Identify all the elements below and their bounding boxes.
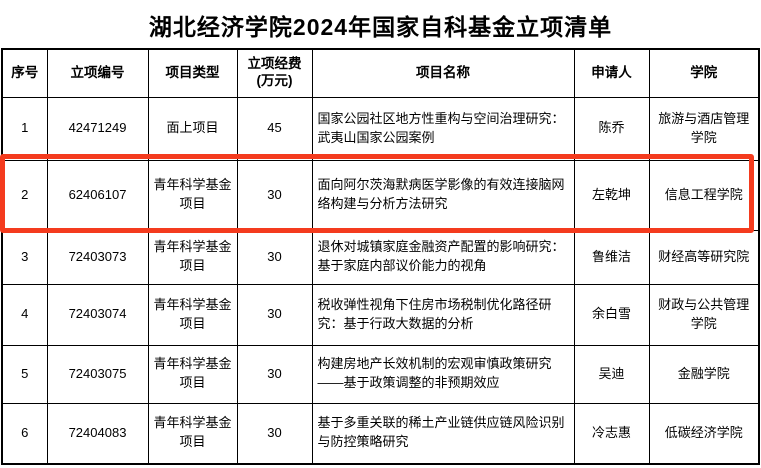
column-header-college: 学院 — [648, 48, 760, 98]
grant-table: 序号 立项编号 项目类型 立项经费 (万元) 项目名称 申请人 学院 1 4247… — [1, 48, 760, 465]
cell-grant-no: 72404083 — [46, 402, 149, 465]
cell-budget: 30 — [236, 344, 313, 404]
cell-grant-no: 72403074 — [46, 283, 149, 346]
budget-header-line1: 立项经费 — [247, 56, 302, 72]
column-header-name: 项目名称 — [311, 48, 575, 98]
cell-project-name: 退休对城镇家庭金融资产配置的影响研究：基于家庭内部议价能力的视角 — [311, 229, 575, 285]
table-row: 5 72403075 青年科学基金项目 30 构建房地产长效机制的宏观审慎政策研… — [1, 344, 760, 404]
cell-grant-no: 62406107 — [46, 159, 149, 231]
cell-college: 低碳经济学院 — [648, 402, 760, 465]
cell-type: 青年科学基金项目 — [147, 344, 238, 404]
column-header-applicant: 申请人 — [573, 48, 650, 98]
cell-no: 3 — [1, 229, 48, 285]
cell-grant-no: 72403073 — [46, 229, 149, 285]
table-row: 4 72403074 青年科学基金项目 30 税收弹性视角下住房市场税制优化路径… — [1, 283, 760, 346]
cell-project-name: 构建房地产长效机制的宏观审慎政策研究 ——基于政策调整的非预期效应 — [311, 344, 575, 404]
cell-applicant: 余白雪 — [573, 283, 650, 346]
cell-project-name: 国家公园社区地方性重构与空间治理研究：武夷山国家公园案例 — [311, 96, 575, 161]
cell-project-name: 基于多重关联的稀土产业链供应链风险识别与防控策略研究 — [311, 402, 575, 465]
cell-no: 4 — [1, 283, 48, 346]
cell-applicant: 吴迪 — [573, 344, 650, 404]
page-title: 湖北经济学院2024年国家自科基金立项清单 — [148, 14, 613, 40]
cell-budget: 30 — [236, 402, 313, 465]
column-header-type: 项目类型 — [147, 48, 238, 98]
cell-type: 青年科学基金项目 — [147, 402, 238, 465]
cell-type: 面上项目 — [147, 96, 238, 161]
cell-type: 青年科学基金项目 — [147, 229, 238, 285]
cell-type: 青年科学基金项目 — [147, 283, 238, 346]
cell-budget: 30 — [236, 283, 313, 346]
cell-no: 2 — [1, 159, 48, 231]
cell-budget: 45 — [236, 96, 313, 161]
column-header-grant-no: 立项编号 — [46, 48, 149, 98]
cell-no: 1 — [1, 96, 48, 161]
table-row: 3 72403073 青年科学基金项目 30 退休对城镇家庭金融资产配置的影响研… — [1, 229, 760, 285]
cell-no: 6 — [1, 402, 48, 465]
cell-college: 财政与公共管理学院 — [648, 283, 760, 346]
table-row: 1 42471249 面上项目 45 国家公园社区地方性重构与空间治理研究：武夷… — [1, 96, 760, 161]
cell-college: 旅游与酒店管理学院 — [648, 96, 760, 161]
cell-grant-no: 72403075 — [46, 344, 149, 404]
cell-budget: 30 — [236, 229, 313, 285]
cell-applicant: 陈乔 — [573, 96, 650, 161]
cell-college: 财经高等研究院 — [648, 229, 760, 285]
cell-grant-no: 42471249 — [46, 96, 149, 161]
header-row: 序号 立项编号 项目类型 立项经费 (万元) 项目名称 申请人 学院 — [1, 48, 760, 98]
cell-project-name: 面向阿尔茨海默病医学影像的有效连接脑网络构建与分析方法研究 — [311, 159, 575, 231]
cell-project-name: 税收弹性视角下住房市场税制优化路径研究：基于行政大数据的分析 — [311, 283, 575, 346]
table-row: 6 72404083 青年科学基金项目 30 基于多重关联的稀土产业链供应链风险… — [1, 402, 760, 465]
cell-applicant: 左乾坤 — [573, 159, 650, 231]
cell-applicant: 鲁维洁 — [573, 229, 650, 285]
budget-header-line2: (万元) — [256, 73, 293, 89]
cell-type: 青年科学基金项目 — [147, 159, 238, 231]
cell-no: 5 — [1, 344, 48, 404]
cell-college: 金融学院 — [648, 344, 760, 404]
column-header-budget: 立项经费 (万元) — [236, 48, 313, 98]
cell-budget: 30 — [236, 159, 313, 231]
cell-applicant: 冷志惠 — [573, 402, 650, 465]
cell-college: 信息工程学院 — [648, 159, 760, 231]
table-row-highlighted: 2 62406107 青年科学基金项目 30 面向阿尔茨海默病医学影像的有效连接… — [1, 159, 760, 231]
column-header-no: 序号 — [1, 48, 48, 98]
